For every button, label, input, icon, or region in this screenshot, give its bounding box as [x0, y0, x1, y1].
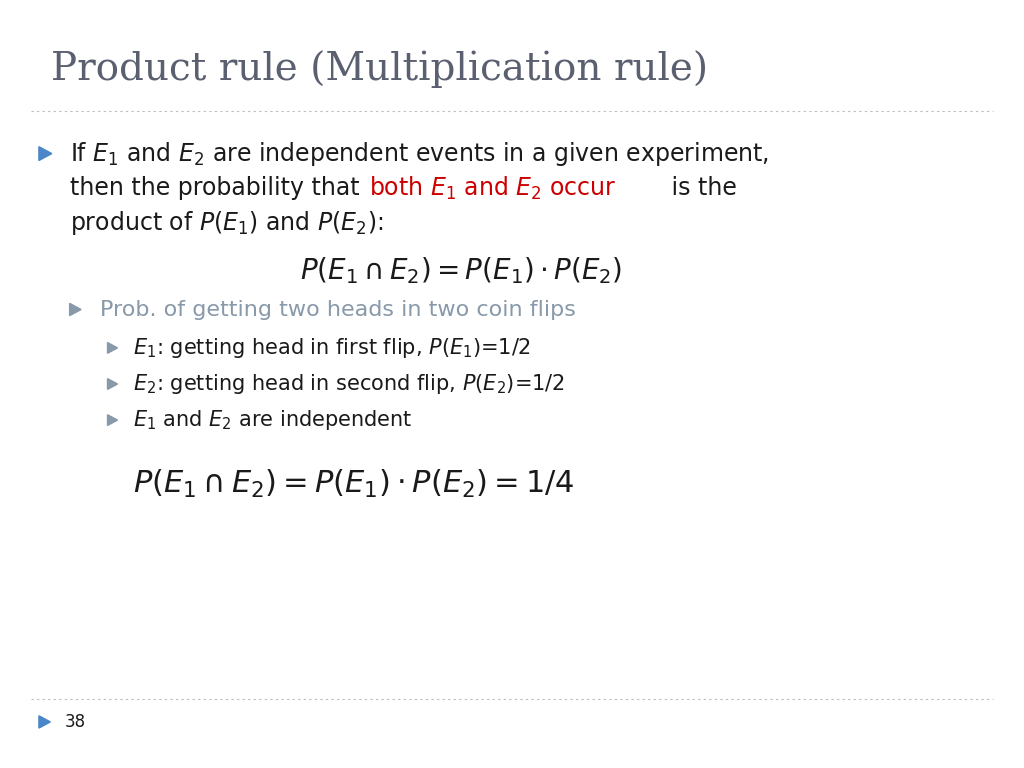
Polygon shape	[39, 716, 50, 728]
Text: $E_2$: getting head in second flip, $P(E_2)$=1/2: $E_2$: getting head in second flip, $P(E…	[133, 372, 564, 396]
Polygon shape	[70, 303, 81, 316]
Polygon shape	[108, 343, 118, 353]
Text: 38: 38	[65, 713, 86, 731]
Text: If $E_1$ and $E_2$ are independent events in a given experiment,: If $E_1$ and $E_2$ are independent event…	[70, 140, 769, 167]
Text: Product rule (Multiplication rule): Product rule (Multiplication rule)	[51, 50, 709, 88]
Text: both $E_1$ and $E_2$ occur: both $E_1$ and $E_2$ occur	[369, 174, 616, 202]
Polygon shape	[39, 147, 52, 161]
Text: is the: is the	[664, 176, 736, 200]
Polygon shape	[108, 415, 118, 425]
Text: then the probability that: then the probability that	[70, 176, 367, 200]
Text: $E_1$ and $E_2$ are independent: $E_1$ and $E_2$ are independent	[133, 408, 413, 432]
Text: $P(E_1 \cap E_2) = P(E_1) \cdot P(E_2) = 1/4$: $P(E_1 \cap E_2) = P(E_1) \cdot P(E_2) =…	[133, 468, 574, 500]
Polygon shape	[108, 379, 118, 389]
Text: Prob. of getting two heads in two coin flips: Prob. of getting two heads in two coin f…	[100, 300, 577, 319]
Text: product of $P(E_1)$ and $P(E_2)$:: product of $P(E_1)$ and $P(E_2)$:	[70, 209, 383, 237]
Text: $E_1$: getting head in first flip, $P(E_1)$=1/2: $E_1$: getting head in first flip, $P(E_…	[133, 336, 530, 360]
Text: $P(E_1 \cap E_2) = P(E_1) \cdot P(E_2)$: $P(E_1 \cap E_2) = P(E_1) \cdot P(E_2)$	[300, 255, 622, 286]
